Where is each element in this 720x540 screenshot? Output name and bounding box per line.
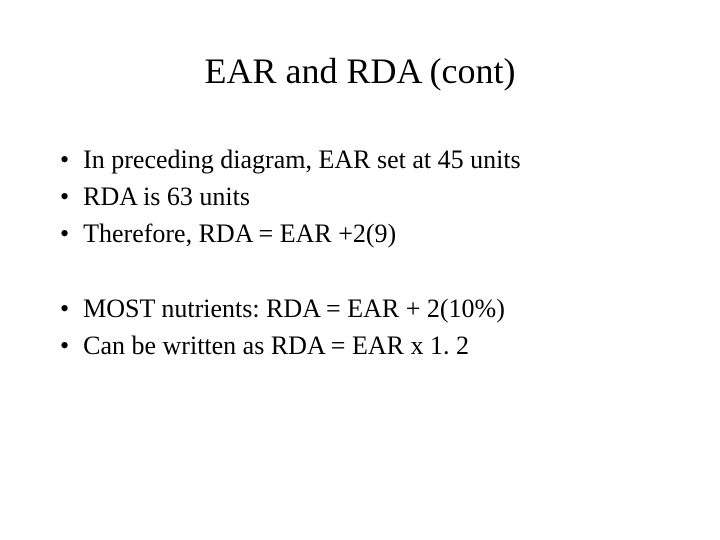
bullet-text: RDA is 63 units: [83, 179, 660, 214]
bullet-item: • MOST nutrients: RDA = EAR + 2(10%): [60, 291, 660, 326]
bullet-item: • In preceding diagram, EAR set at 45 un…: [60, 142, 660, 177]
bullet-marker: •: [60, 142, 69, 177]
bullet-item: • Can be written as RDA = EAR x 1. 2: [60, 328, 660, 363]
bullet-text: MOST nutrients: RDA = EAR + 2(10%): [83, 291, 660, 326]
bullet-text: Can be written as RDA = EAR x 1. 2: [83, 328, 660, 363]
bullet-marker: •: [60, 328, 69, 363]
bullet-item: • Therefore, RDA = EAR +2(9): [60, 216, 660, 251]
bullet-marker: •: [60, 216, 69, 251]
bullet-marker: •: [60, 179, 69, 214]
bullet-item: • RDA is 63 units: [60, 179, 660, 214]
bullet-group-2: • MOST nutrients: RDA = EAR + 2(10%) • C…: [60, 291, 660, 363]
bullet-marker: •: [60, 291, 69, 326]
bullet-text: In preceding diagram, EAR set at 45 unit…: [83, 142, 660, 177]
bullet-text: Therefore, RDA = EAR +2(9): [83, 216, 660, 251]
bullet-group-1: • In preceding diagram, EAR set at 45 un…: [60, 142, 660, 251]
slide-title: EAR and RDA (cont): [60, 50, 660, 92]
